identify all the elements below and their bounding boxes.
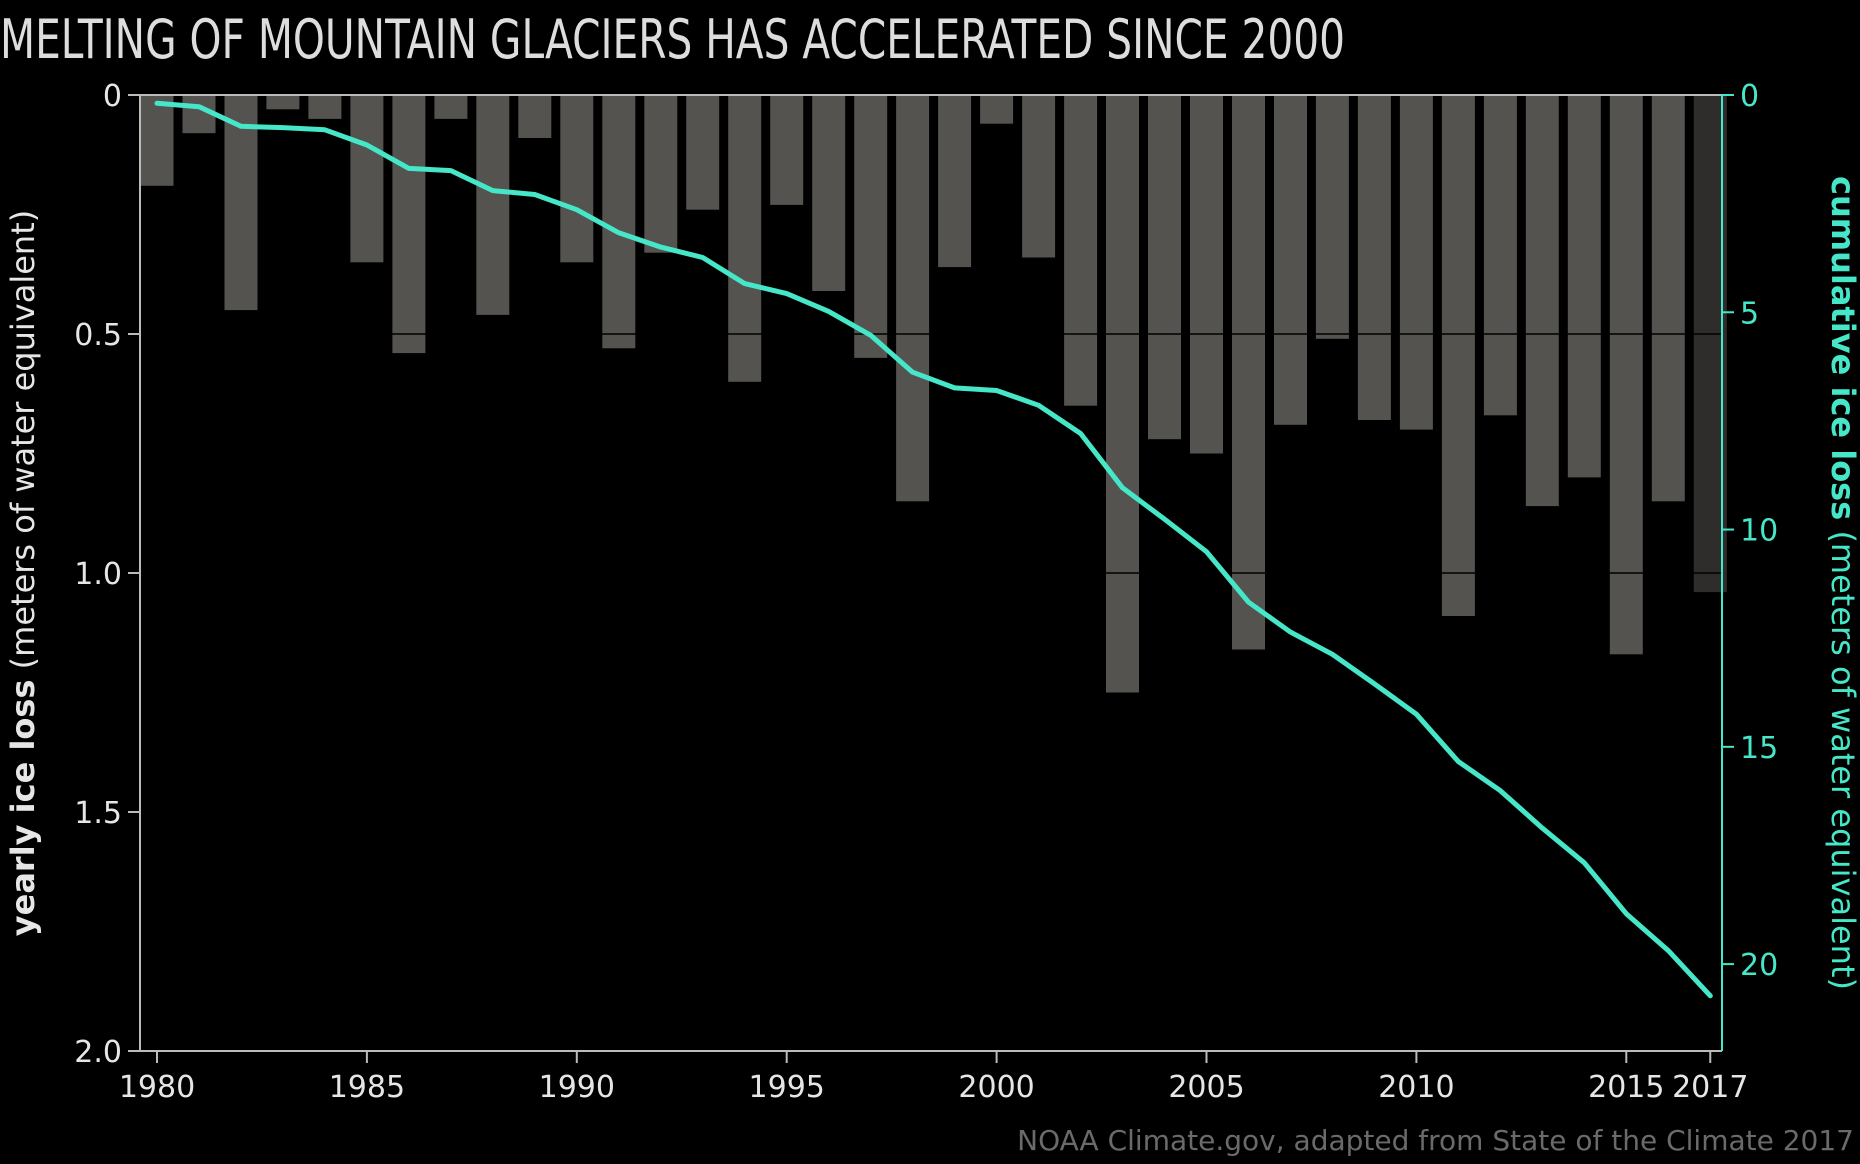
- right-axis-label-bold: cumulative ice loss: [1824, 176, 1860, 520]
- bar-series-yearly-ice-loss: [140, 95, 1727, 693]
- x-tick-label: 2005: [1168, 1070, 1244, 1105]
- left-axis-label-bold: yearly ice loss: [4, 679, 42, 936]
- bar-1985: [350, 95, 384, 263]
- right-axis-label: cumulative ice loss (meters of water equ…: [1824, 176, 1860, 990]
- right-tick-label: 10: [1740, 514, 1778, 549]
- bar-2013: [1525, 95, 1559, 507]
- bar-2004: [1148, 95, 1181, 440]
- bar-1986: [392, 95, 426, 354]
- bar-1994: [728, 95, 762, 382]
- bar-1996: [812, 95, 846, 291]
- bar-1988: [476, 95, 510, 315]
- bar-1982: [224, 95, 258, 311]
- left-tick-label: 0.5: [74, 318, 122, 353]
- right-axis-label-units: (meters of water equivalent): [1824, 520, 1860, 990]
- left-axis-label: yearly ice loss (meters of water equival…: [4, 210, 42, 936]
- bar-2012: [1483, 95, 1517, 416]
- right-axis-ticks: 0 5 10 15 20: [1722, 79, 1778, 983]
- bar-1995: [770, 95, 804, 205]
- x-tick-label: 2017: [1672, 1070, 1748, 1105]
- bar-2010: [1399, 95, 1433, 430]
- bar-2009: [1357, 95, 1391, 420]
- bar-2011: [1441, 95, 1475, 616]
- bar-1992: [644, 95, 678, 253]
- line-series-cumulative-ice-loss: [154, 100, 1713, 999]
- right-tick-label: 5: [1740, 296, 1759, 331]
- x-tick-label: 1980: [119, 1070, 195, 1105]
- left-axis-label-units: (meters of water equivalent): [4, 210, 42, 680]
- x-tick-label: 2010: [1378, 1070, 1454, 1105]
- right-tick-label: 0: [1740, 79, 1759, 114]
- source-credit: NOAA Climate.gov, adapted from State of …: [1017, 1124, 1854, 1157]
- bar-2015: [1609, 95, 1643, 655]
- bar-2016: [1651, 95, 1685, 502]
- right-tick-label: 20: [1740, 948, 1778, 983]
- bar-2005: [1190, 95, 1223, 454]
- bar-1993: [686, 95, 720, 210]
- bar-2000: [980, 95, 1014, 124]
- bar-1989: [518, 95, 552, 138]
- bar-2001: [1022, 95, 1056, 258]
- bar-1990: [560, 95, 594, 263]
- x-axis-ticks: 1980 1985 1990 1995 2000 2005 2010 2015 2017: [119, 1051, 1748, 1105]
- bar-1998: [896, 95, 930, 502]
- bar-2002: [1064, 95, 1098, 406]
- left-tick-label: 1.5: [74, 796, 122, 831]
- bar-2003: [1106, 95, 1139, 693]
- x-tick-label: 1995: [749, 1070, 825, 1105]
- bar-1997: [854, 95, 888, 358]
- x-tick-label: 1985: [329, 1070, 405, 1105]
- bar-2008: [1315, 95, 1349, 339]
- bar-1984: [308, 95, 342, 119]
- left-axis-ticks: 0 0.5 1.0 1.5 2.0: [74, 79, 140, 1070]
- bar-2014: [1567, 95, 1601, 478]
- bar-1980: [140, 95, 174, 186]
- bar-1999: [938, 95, 972, 268]
- left-tick-label: 2.0: [74, 1035, 122, 1070]
- reference-lines: [140, 333, 1722, 574]
- left-tick-label: 0: [103, 79, 122, 114]
- bar-1991: [602, 95, 636, 349]
- bar-1987: [434, 95, 468, 119]
- x-tick-label: 2015: [1588, 1070, 1664, 1105]
- left-tick-label: 1.0: [74, 557, 122, 592]
- x-tick-label: 1990: [539, 1070, 615, 1105]
- x-tick-label: 2000: [958, 1070, 1034, 1105]
- right-tick-label: 15: [1740, 731, 1778, 766]
- bar-2007: [1274, 95, 1307, 425]
- bar-2006: [1232, 95, 1265, 650]
- chart-title: MELTING OF MOUNTAIN GLACIERS HAS ACCELER…: [0, 8, 1345, 71]
- bar-1983: [266, 95, 300, 110]
